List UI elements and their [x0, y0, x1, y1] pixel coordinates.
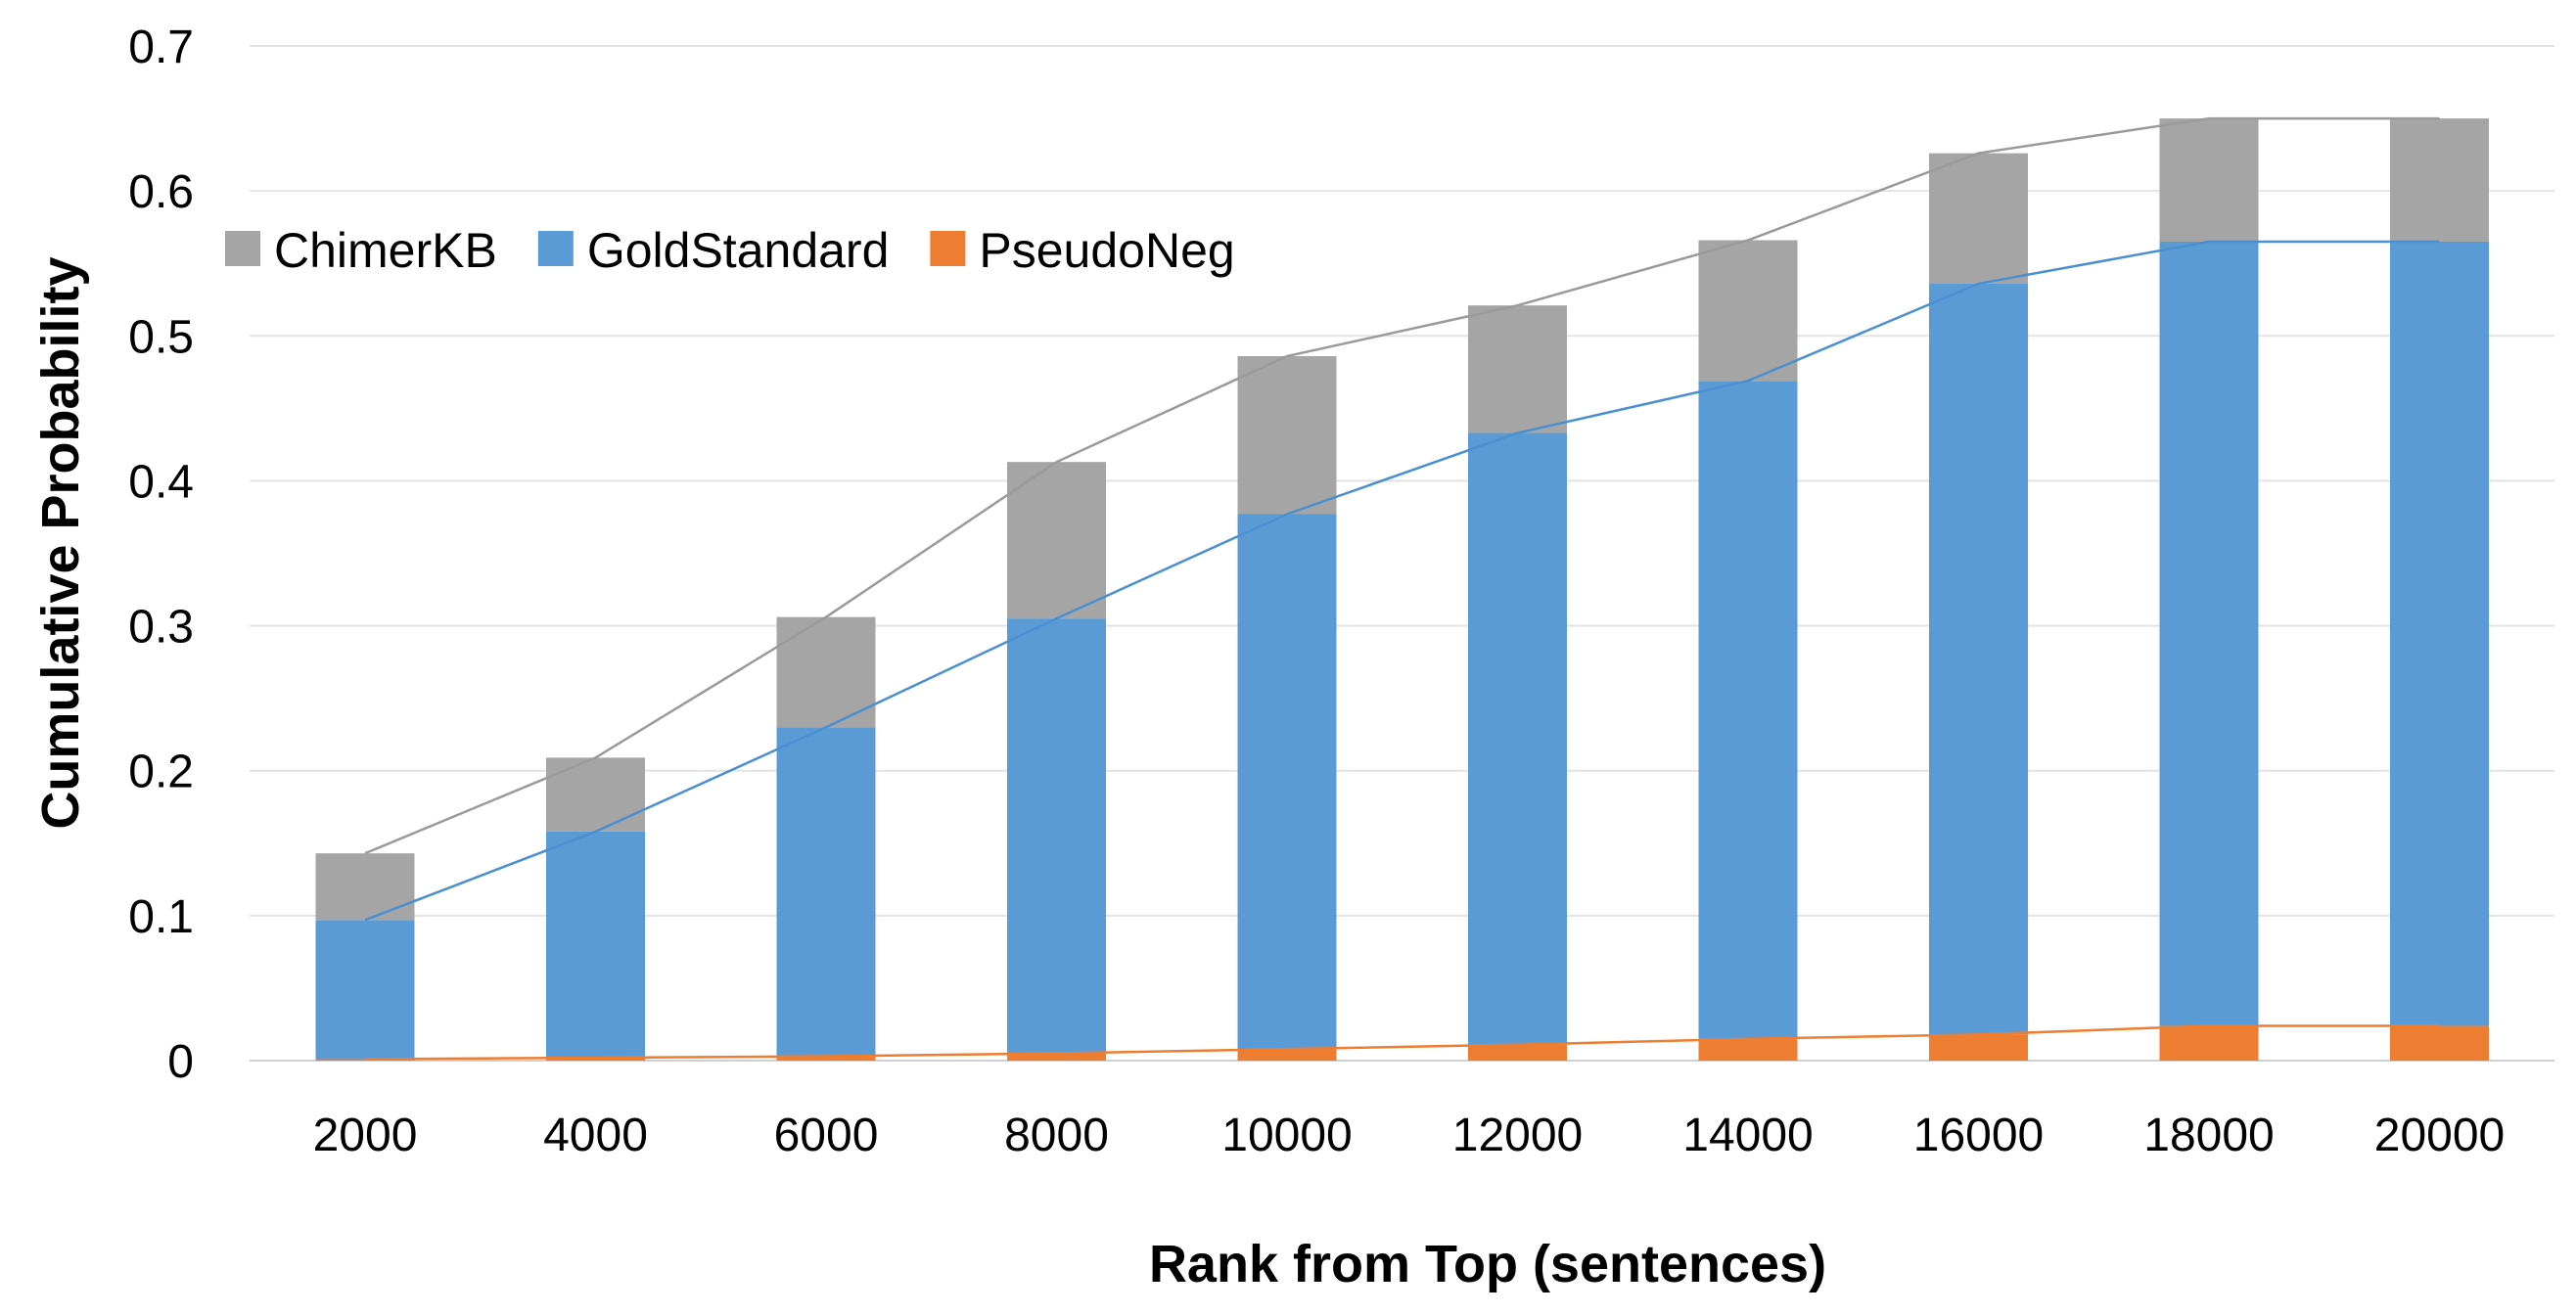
bar-chimerkb — [2159, 118, 2259, 242]
line-goldstandard — [364, 240, 2440, 922]
legend: ChimerKB GoldStandard PseudoNeg — [225, 223, 1235, 278]
bar-pseudoneg — [315, 1059, 415, 1061]
bar-goldstandard — [2159, 241, 2259, 1026]
legend-swatch-goldstandard — [537, 231, 574, 266]
bar-goldstandard — [1698, 381, 1798, 1039]
bar-goldstandard — [2390, 241, 2489, 1026]
x-tick-label: 10000 — [1221, 1110, 1352, 1161]
bar-chimerkb — [1007, 462, 1106, 619]
bar-pseudoneg — [1468, 1044, 1567, 1061]
y-tick-label: 0.7 — [128, 22, 194, 73]
bar-goldstandard — [776, 727, 876, 1057]
x-axis-ticks: 2000 4000 6000 8000 10000 12000 14000 16000 1800… — [313, 1110, 2506, 1161]
line-chimerkb — [364, 116, 2440, 855]
legend-swatch-pseudoneg — [930, 231, 966, 266]
bar-pseudoneg — [2390, 1025, 2489, 1061]
x-tick-label: 20000 — [2374, 1110, 2505, 1161]
x-tick-label: 12000 — [1452, 1110, 1583, 1161]
bar-goldstandard — [315, 920, 415, 1060]
bar-chimerkb — [776, 616, 876, 728]
bar-chimerkb — [315, 853, 415, 921]
legend-swatch-chimerkb — [225, 231, 260, 266]
legend-label-goldstandard: GoldStandard — [587, 223, 890, 278]
y-tick-label: 0 — [167, 1036, 194, 1088]
bar-goldstandard — [1929, 283, 2028, 1035]
y-axis-ticks: 0 0.1 0.2 0.3 0.4 0.5 0.6 0.7 — [128, 22, 194, 1088]
trend-lines — [364, 116, 2440, 1061]
x-tick-label: 6000 — [774, 1110, 879, 1161]
bar-pseudoneg — [1698, 1038, 1798, 1061]
bar-chimerkb — [1468, 305, 1567, 433]
bars — [315, 118, 2489, 1061]
x-tick-label: 4000 — [543, 1110, 648, 1161]
y-tick-label: 0.1 — [128, 891, 194, 943]
bar-chimerkb — [1698, 240, 1798, 382]
y-tick-label: 0.4 — [128, 456, 194, 508]
y-tick-label: 0.2 — [128, 747, 194, 798]
legend-label-pseudoneg: PseudoNeg — [979, 223, 1234, 278]
bar-goldstandard — [546, 831, 645, 1059]
legend-label-chimerkb: ChimerKB — [274, 223, 497, 278]
bar-chimerkb — [1929, 153, 2028, 284]
y-tick-label: 0.6 — [128, 166, 194, 218]
line-pseudoneg — [364, 1024, 2440, 1061]
y-tick-label: 0.3 — [128, 602, 194, 654]
y-axis-title: Cumulative Probability — [31, 256, 90, 829]
bar-pseudoneg — [546, 1058, 645, 1061]
bar-chimerkb — [546, 757, 645, 832]
bar-goldstandard — [1468, 432, 1567, 1045]
bar-pseudoneg — [1007, 1053, 1106, 1061]
bar-pseudoneg — [776, 1056, 876, 1061]
x-tick-label: 18000 — [2143, 1110, 2274, 1161]
bar-chimerkb — [1237, 356, 1337, 515]
bar-chimerkb — [2390, 118, 2489, 242]
x-tick-label: 16000 — [1913, 1110, 2044, 1161]
x-tick-label: 2000 — [313, 1110, 418, 1161]
x-axis-title: Rank from Top (sentences) — [1149, 1235, 1826, 1293]
bar-goldstandard — [1007, 618, 1106, 1054]
bar-pseudoneg — [1237, 1049, 1337, 1061]
y-tick-label: 0.5 — [128, 311, 194, 363]
bar-goldstandard — [1237, 514, 1337, 1050]
bar-pseudoneg — [2159, 1025, 2259, 1061]
x-tick-label: 8000 — [1004, 1110, 1109, 1161]
bar-pseudoneg — [1929, 1034, 2028, 1061]
x-tick-label: 14000 — [1682, 1110, 1813, 1161]
